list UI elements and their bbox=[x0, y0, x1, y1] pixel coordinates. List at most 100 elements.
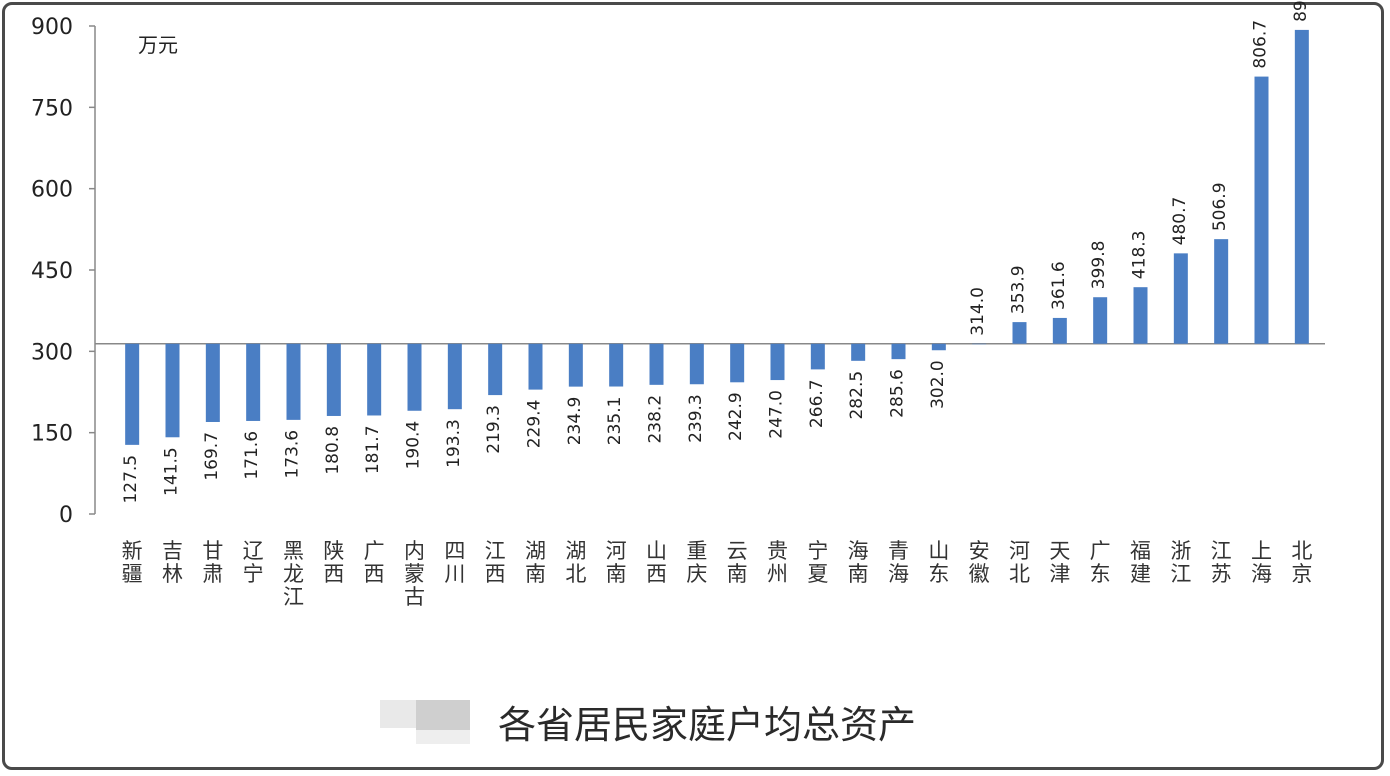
data-label: 361.6 bbox=[1049, 261, 1069, 310]
category-char: 北 bbox=[1291, 539, 1312, 563]
category-char: 川 bbox=[444, 562, 465, 586]
category-char: 州 bbox=[767, 562, 788, 586]
category-char: 海 bbox=[848, 539, 869, 563]
data-label: 266.7 bbox=[807, 379, 827, 428]
data-label: 169.7 bbox=[202, 432, 222, 481]
bar bbox=[1052, 317, 1067, 344]
category-char: 江 bbox=[283, 585, 304, 609]
category-label: 陕西 bbox=[323, 539, 344, 586]
category-char: 陕 bbox=[323, 539, 344, 563]
category-label: 浙江 bbox=[1170, 539, 1191, 586]
category-label: 北京 bbox=[1291, 539, 1312, 586]
chart-title: 各省居民家庭户均总资产 bbox=[498, 703, 917, 747]
bar bbox=[528, 343, 543, 390]
data-label: 171.6 bbox=[242, 431, 262, 480]
category-char: 福 bbox=[1130, 539, 1151, 563]
bar bbox=[125, 343, 140, 445]
category-char: 京 bbox=[1291, 562, 1312, 586]
y-tick-label: 600 bbox=[31, 178, 73, 203]
data-labels: 127.5 141.5 169.7 171.6 173.6 180.8 181.7 190.4… bbox=[121, 0, 1311, 504]
y-tick-label: 450 bbox=[31, 259, 73, 284]
category-label: 江苏 bbox=[1211, 539, 1232, 586]
category-char: 建 bbox=[1130, 562, 1151, 586]
blurred-logo bbox=[380, 700, 416, 728]
category-label: 江西 bbox=[485, 539, 506, 586]
bar bbox=[689, 343, 704, 385]
category-char: 山 bbox=[646, 539, 667, 563]
bar bbox=[447, 343, 462, 410]
category-char: 东 bbox=[928, 562, 949, 586]
bar bbox=[205, 343, 220, 422]
data-label: 418.3 bbox=[1130, 231, 1150, 280]
bar bbox=[568, 343, 583, 387]
category-char: 安 bbox=[969, 539, 990, 563]
category-char: 河 bbox=[1009, 539, 1030, 563]
bar bbox=[609, 343, 624, 387]
bar bbox=[649, 343, 664, 385]
category-label: 贵州 bbox=[767, 539, 788, 586]
bar bbox=[1012, 322, 1027, 344]
category-char: 江 bbox=[1211, 539, 1232, 563]
axes: 0 150 300 450 600 750 900 bbox=[31, 15, 1325, 528]
category-char: 苏 bbox=[1211, 562, 1232, 586]
category-label: 上海 bbox=[1251, 539, 1272, 586]
category-label: 云南 bbox=[727, 539, 748, 586]
y-tick-label: 900 bbox=[31, 15, 73, 40]
category-label: 重庆 bbox=[686, 539, 707, 586]
y-tick-label: 0 bbox=[59, 503, 73, 528]
category-char: 上 bbox=[1251, 539, 1272, 563]
data-label: 285.6 bbox=[888, 369, 908, 418]
data-label: 242.9 bbox=[726, 392, 746, 441]
category-char: 宁 bbox=[807, 539, 828, 563]
data-label: 282.5 bbox=[847, 371, 867, 420]
category-label: 黑龙江 bbox=[283, 539, 304, 609]
category-char: 津 bbox=[1049, 562, 1070, 586]
category-char: 辽 bbox=[243, 539, 264, 563]
category-char: 北 bbox=[1009, 562, 1030, 586]
category-char: 江 bbox=[1170, 562, 1191, 586]
category-char: 南 bbox=[848, 562, 869, 586]
data-label: 239.3 bbox=[686, 394, 706, 443]
category-char: 青 bbox=[888, 539, 909, 563]
category-label: 青海 bbox=[888, 539, 909, 586]
category-char: 西 bbox=[485, 562, 506, 586]
data-label: 219.3 bbox=[484, 405, 504, 454]
data-label: 127.5 bbox=[121, 455, 141, 504]
data-label: 190.4 bbox=[404, 421, 424, 470]
bar bbox=[770, 343, 785, 381]
category-label: 广东 bbox=[1090, 539, 1111, 586]
data-label: 238.2 bbox=[646, 395, 666, 444]
bar bbox=[165, 343, 180, 438]
y-tick-label: 750 bbox=[31, 96, 73, 121]
category-label: 四川 bbox=[444, 539, 465, 586]
category-label: 山西 bbox=[646, 539, 667, 586]
category-char: 浙 bbox=[1170, 539, 1191, 563]
data-label: 141.5 bbox=[162, 447, 182, 496]
bar bbox=[810, 343, 825, 370]
category-label: 广西 bbox=[364, 539, 385, 586]
category-label: 河北 bbox=[1009, 539, 1030, 586]
unit-label: 万元 bbox=[138, 33, 178, 57]
category-char: 西 bbox=[646, 562, 667, 586]
data-label: 247.0 bbox=[767, 390, 787, 439]
data-label: 193.3 bbox=[444, 419, 464, 468]
blurred-logo-dark bbox=[416, 700, 470, 730]
data-label: 892.8 bbox=[1291, 0, 1311, 22]
bar bbox=[1133, 287, 1148, 344]
category-char: 古 bbox=[404, 585, 425, 609]
category-char: 北 bbox=[565, 562, 586, 586]
category-char: 东 bbox=[1090, 562, 1111, 586]
bar bbox=[972, 343, 987, 345]
category-labels: 新疆吉林甘肃辽宁黑龙江陕西广西内蒙古四川江西湖南湖北河南山西重庆云南贵州宁夏海南… bbox=[122, 539, 1313, 609]
bar bbox=[730, 343, 745, 383]
bar bbox=[1173, 253, 1188, 344]
category-char: 广 bbox=[1090, 539, 1111, 563]
bar bbox=[891, 343, 906, 360]
category-char: 四 bbox=[444, 539, 465, 563]
category-char: 西 bbox=[323, 562, 344, 586]
category-char: 云 bbox=[727, 539, 748, 563]
category-char: 海 bbox=[888, 562, 909, 586]
bar bbox=[1093, 297, 1108, 344]
